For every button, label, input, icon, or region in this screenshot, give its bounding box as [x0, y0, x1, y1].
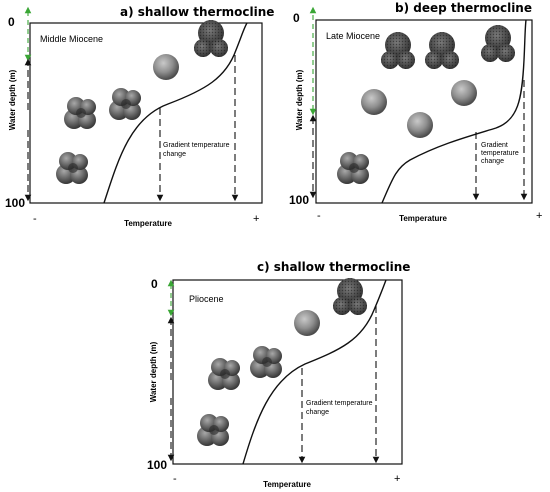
panel-c-xlabel: Temperature — [263, 480, 311, 489]
panel-c-temp-max: + — [394, 473, 400, 485]
panel-a-fossil-orbulina — [153, 54, 179, 80]
panel-b-fossil-orbulina — [407, 112, 433, 138]
panel-b-temp-max: + — [536, 210, 542, 222]
panel-b-fossil-lobed — [337, 152, 369, 184]
panel-b-temp-min: - — [317, 210, 321, 222]
panel-a-depth-bottom: 100 — [5, 196, 25, 210]
panel-c-fossil-lobed — [197, 414, 229, 446]
panel-c: c) shallow thermocline Pliocene Water de… — [147, 260, 410, 489]
panel-c-depth-bottom: 100 — [147, 458, 167, 472]
panel-b-fossil-globigerina — [425, 32, 459, 69]
panel-a-depth-top: 0 — [8, 15, 15, 29]
panel-c-temp-min: - — [173, 473, 177, 485]
panel-a-temp-max: + — [253, 213, 259, 225]
panel-c-ylabel: Water depth (m) — [149, 341, 158, 402]
panel-a-ylabel: Water depth (m) — [8, 69, 17, 130]
panel-a-fossil-globigerina — [194, 20, 228, 57]
panel-a-fossil-lobed — [56, 152, 88, 184]
panel-c-fossil-lobed — [250, 346, 282, 378]
panel-b-fossil-orbulina — [451, 80, 477, 106]
panel-b-period: Late Miocene — [326, 31, 380, 41]
panel-c-temperature-profile — [242, 279, 387, 465]
panel-a-fossil-lobed — [109, 88, 141, 120]
panel-c-title: c) shallow thermocline — [257, 260, 410, 274]
panel-b: b) deep thermocline Late Miocene Water d… — [289, 1, 542, 223]
panel-a-annotation: Gradient temperature change — [163, 142, 232, 158]
panel-a-xlabel: Temperature — [124, 219, 172, 228]
panel-c-fossil-globigerina — [333, 278, 367, 315]
panel-b-xlabel: Temperature — [399, 214, 447, 223]
panel-b-depth-top: 0 — [293, 11, 300, 25]
panel-a-period: Middle Miocene — [40, 34, 103, 44]
panel-a-title: a) shallow thermocline — [120, 5, 274, 19]
panel-c-depth-top: 0 — [151, 277, 158, 291]
panel-c-period: Pliocene — [189, 294, 224, 304]
panel-c-annotation: Gradient temperature change — [306, 400, 375, 416]
panel-c-fossil-orbulina — [294, 310, 320, 336]
panel-b-temperature-profile — [381, 19, 527, 204]
panel-b-title: b) deep thermocline — [395, 1, 532, 15]
panel-a: a) shallow thermocline Middle Miocene Wa… — [5, 5, 274, 228]
panel-b-ylabel: Water depth (m) — [295, 69, 304, 130]
panel-a-temp-min: - — [33, 213, 37, 225]
panel-b-fossil-globigerina — [381, 32, 415, 69]
panel-a-frame — [29, 22, 263, 204]
panel-b-depth-bottom: 100 — [289, 193, 309, 207]
panel-b-annotation: Gradient temperature change — [481, 142, 521, 165]
panel-b-fossil-orbulina — [361, 89, 387, 115]
panel-c-fossil-lobed — [208, 358, 240, 390]
panel-c-frame — [172, 279, 403, 465]
panel-a-temperature-profile — [103, 22, 248, 204]
panel-a-fossil-lobed — [64, 97, 96, 129]
panel-b-fossil-globigerina — [481, 25, 515, 62]
